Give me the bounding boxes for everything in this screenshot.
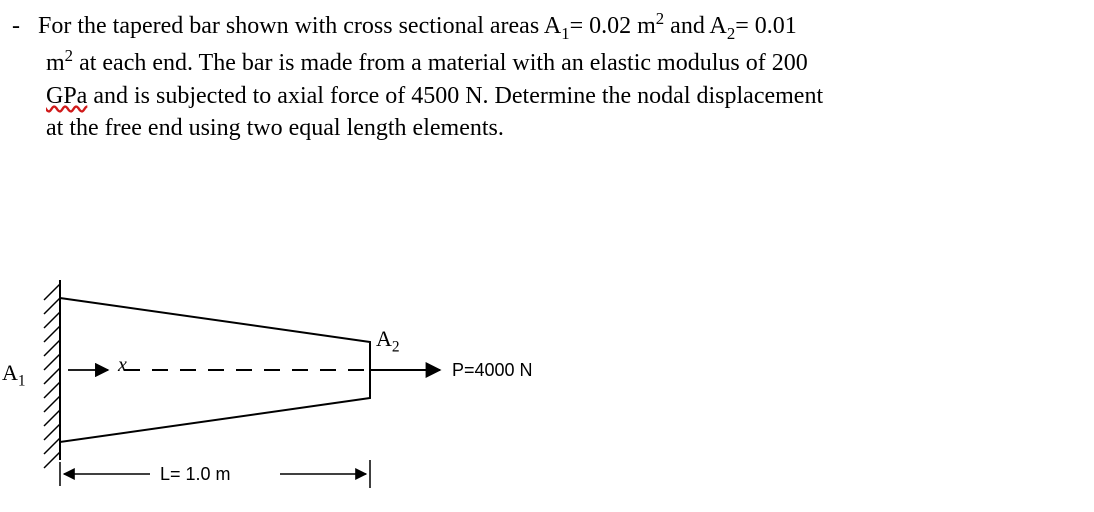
label-A1: A1 [2,360,26,390]
superscript-2: 2 [656,9,664,28]
problem-statement: - For the tapered bar shown with cross s… [12,8,1072,145]
text-segment: For the tapered bar shown with cross sec… [38,13,561,39]
figure-svg [0,260,560,510]
A1-letter: A [2,360,18,385]
superscript-2: 2 [65,46,73,65]
page: - For the tapered bar shown with cross s… [0,0,1094,512]
subscript-1: 1 [561,24,569,43]
label-A2: A2 [376,326,400,356]
problem-line-3: GPa and is subjected to axial force of 4… [46,80,1072,112]
label-L: L= 1.0 m [160,464,231,485]
wall-hatching [44,284,60,468]
P-text: P=4000 N [452,360,533,380]
A2-sub: 2 [392,338,400,355]
A1-sub: 1 [18,372,26,389]
text-segment: at each end. The bar is made from a mate… [73,50,808,76]
text-segment: and is subjected to axial force of 4500 … [87,83,823,109]
problem-line-1: - For the tapered bar shown with cross s… [12,8,1072,45]
text-segment: and A [664,13,727,39]
L-text: L= 1.0 m [160,464,231,484]
x-text: x [118,354,127,376]
problem-line-2: m2 at each end. The bar is made from a m… [46,45,1072,79]
text-segment: = 0.02 m [570,13,656,39]
text-segment: at the free end using two equal length e… [46,115,504,141]
label-P: P=4000 N [452,360,533,381]
tapered-bar-figure: A1 A2 x P=4000 N L= 1.0 m [0,260,560,510]
subscript-2: 2 [727,24,735,43]
label-x: x [118,354,127,377]
bullet-dash: - [12,10,32,42]
text-segment: = 0.01 [735,13,797,39]
text-segment: m [46,50,65,76]
A2-letter: A [376,326,392,351]
wavy-underline-word: GPa [46,83,87,109]
problem-line-4: at the free end using two equal length e… [46,112,1072,144]
